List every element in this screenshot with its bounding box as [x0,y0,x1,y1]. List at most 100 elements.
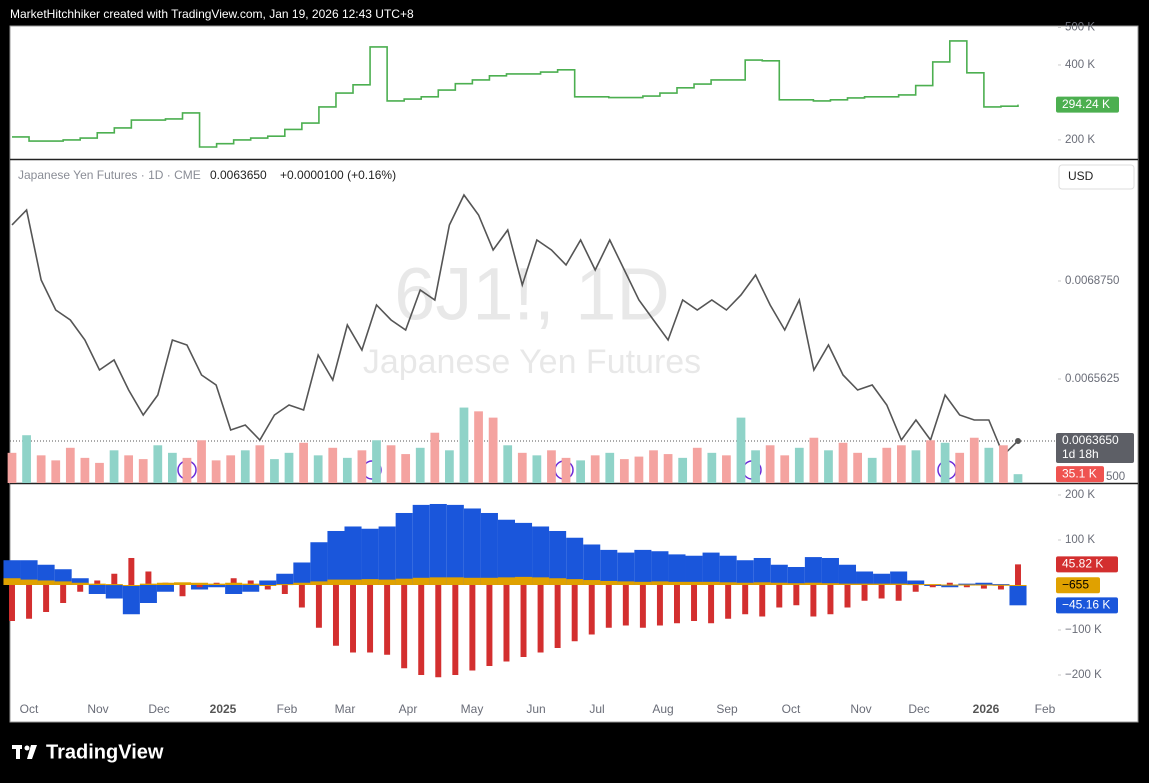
cot-bar [651,551,669,585]
last-value-label-bg [1056,96,1119,113]
currency-button[interactable] [1058,164,1135,190]
cot-bar [992,584,1010,586]
volume-bar [605,452,615,483]
volume-bar [576,460,585,483]
cot-bar [838,583,857,585]
cot-bar [719,582,737,585]
volume-bar [838,442,848,483]
cot-bar [810,584,817,617]
volume-bar [619,459,629,483]
volume-bar [955,452,965,483]
cot-bar [895,584,902,601]
cot-bar [668,581,686,585]
cot-bar [770,582,788,585]
cot-bar [361,579,379,585]
x-tick-label: Feb [1035,702,1056,716]
cot-bar [242,583,260,585]
volume-bar [751,450,760,483]
volume-bar [22,435,31,483]
cot-bar [259,584,277,586]
cot-bar [242,584,260,592]
cot-bar [395,578,413,585]
cot-bar [856,571,874,585]
cot-bar [247,580,254,585]
cot-bar [20,579,38,585]
cot-bar [122,584,140,586]
cot-bar [230,578,237,585]
cot-bar [742,584,749,615]
cot-bar [924,584,942,586]
volume-bar [780,455,790,483]
cot-bar [912,584,919,592]
cot-bar [708,584,715,624]
x-tick-label: Oct [782,702,801,716]
volume-bar [328,447,338,483]
cot-bar [804,557,822,585]
cot-bar [532,577,550,585]
volume-bar [1013,474,1023,483]
volume-bar [7,452,17,483]
cot-bar [549,578,567,585]
cot-bar [821,557,839,585]
cot-bar [71,578,89,585]
volume-bar [867,457,877,483]
volume-bar [532,455,542,483]
last-price-bg [1056,432,1134,463]
cot-bar [350,584,357,653]
volume-bar [794,447,804,483]
y-tick-label: 200 K [1065,134,1095,146]
cot-bar [617,581,635,585]
cot-bar [156,582,174,585]
cot-bar [446,504,464,585]
cot-bar [208,583,226,585]
cot-bar [3,578,21,585]
cot-bar [71,582,89,585]
cot-bar [861,584,868,601]
cot-bar [753,582,771,585]
cot-bar [293,562,311,585]
last-value-label: 294.24 K [1062,97,1110,111]
cot-bar [196,584,203,588]
cot-bar [838,564,857,585]
cot-bar [890,571,908,585]
cot-bar [435,584,442,678]
cot-bar [759,584,766,617]
last-price-label: 0.0063650 [1062,433,1119,447]
cot-bar [259,580,277,585]
cot-bar [469,584,476,671]
cot-bar [702,552,720,585]
cot-bar [463,508,481,585]
cot-bar [315,584,322,628]
cot-bar [88,584,106,594]
x-tick-label: Jul [589,702,604,716]
cot-bar [384,584,391,655]
cot-bar [787,566,805,585]
cot-bar [634,581,652,585]
cot-bar [54,569,72,585]
cot-bar [264,584,271,590]
cot-bar [1015,564,1021,585]
cot-bar [276,584,294,586]
x-tick-label: 2026 [973,702,1000,716]
cot-bar [515,522,533,585]
cot-bar [310,542,328,585]
cot-bar [571,584,578,642]
volume-bar [51,460,61,483]
cot-bar [532,526,550,585]
cot-bar [793,584,800,606]
cot-bar [179,584,186,597]
volume-bar [503,445,513,483]
y-tick-label: 400 K [1065,59,1095,71]
cot-bar [208,584,226,588]
cot-bar [566,579,584,585]
volume-bar [517,452,527,483]
cot-bar [958,583,976,585]
volume-bar [940,442,950,483]
volume-bar [430,432,440,483]
cot-bar [429,503,447,585]
y-tick-label: 0.0065625 [1065,373,1119,385]
y-tick-label: 100 K [1065,534,1095,546]
volume-bar [372,440,381,483]
cot-bar [634,549,652,585]
